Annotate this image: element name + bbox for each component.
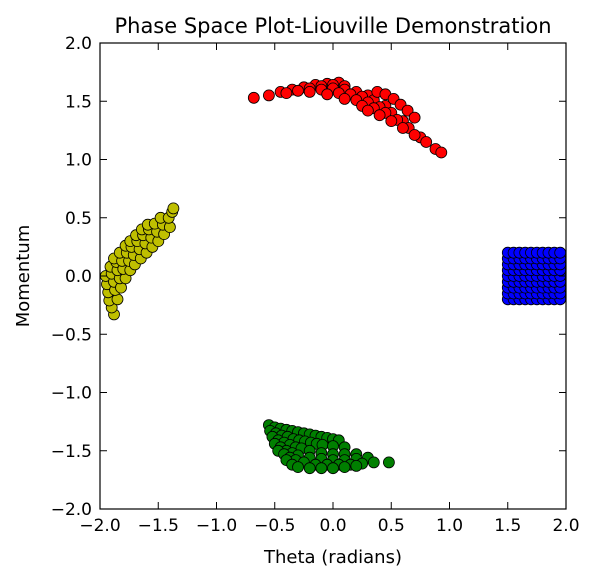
- series-3-point-58: [382, 456, 395, 469]
- y-tick-label-6: 1.0: [65, 151, 92, 171]
- y-tick-label-4: 0.0: [65, 267, 92, 287]
- x-tick-label-5: 0.5: [378, 516, 405, 536]
- series-3-point-61: [292, 461, 304, 474]
- series-1-point-1: [262, 89, 275, 102]
- ticks-layer: −2.0 −1.5 −1.0 −0.5 0.0 0.5 1.0 1.5 2.0−2.0−1.5−…: [51, 34, 580, 536]
- x-tick-label-6: 1.0: [436, 516, 463, 536]
- x-tick-label-4: 0.0: [319, 516, 346, 536]
- series-1-point-26: [338, 93, 351, 105]
- x-tick-label-0: −2.0: [79, 516, 120, 536]
- x-tick-label-3: −0.5: [254, 516, 295, 536]
- chart-title: Phase Space Plot-Liouville Demonstration: [114, 14, 551, 38]
- y-tick-label-3: −0.5: [51, 325, 92, 345]
- series-1-point-43: [408, 111, 421, 124]
- x-tick-label-8: 2.0: [552, 516, 579, 536]
- series-3-point-66: [350, 459, 363, 472]
- x-tick-label-2: −1.0: [196, 516, 237, 536]
- y-tick-label-8: 2.0: [65, 34, 92, 54]
- series-1-point-48: [408, 129, 421, 141]
- x-tick-label-7: 1.5: [494, 516, 521, 536]
- series-1-point-49: [420, 136, 433, 148]
- series-1-point-51: [435, 146, 448, 159]
- series-1-point-44: [361, 104, 374, 117]
- y-tick-label-7: 1.5: [65, 92, 92, 112]
- points-layer: [99, 76, 567, 475]
- series-1-point-45: [373, 109, 386, 122]
- series-1-point-9: [292, 84, 304, 97]
- series-3-point-65: [338, 461, 351, 474]
- series-2-point-49: [167, 202, 180, 215]
- series-1-point-46: [385, 115, 398, 127]
- series-1-point-20: [321, 88, 334, 101]
- series-3-point-57: [367, 456, 380, 469]
- x-tick-label-1: −1.5: [138, 516, 179, 536]
- series-1-point-8: [280, 87, 293, 99]
- y-tick-label-0: −2.0: [51, 500, 92, 520]
- series-3-point-63: [315, 462, 328, 475]
- y-tick-label-2: −1.0: [51, 384, 92, 404]
- series-1-point-14: [303, 86, 316, 98]
- series-0-point-89: [554, 246, 567, 259]
- y-axis-label: Momentum: [13, 225, 34, 328]
- series-1-point-0: [247, 91, 260, 104]
- x-axis-label: Theta (radians): [263, 547, 402, 568]
- y-tick-label-5: 0.5: [65, 209, 92, 229]
- series-1-point-42: [401, 104, 414, 117]
- series-3-point-62: [303, 462, 316, 475]
- series-3-point-64: [327, 462, 339, 475]
- series-1-point-47: [396, 122, 409, 134]
- y-tick-label-1: −1.5: [51, 442, 92, 462]
